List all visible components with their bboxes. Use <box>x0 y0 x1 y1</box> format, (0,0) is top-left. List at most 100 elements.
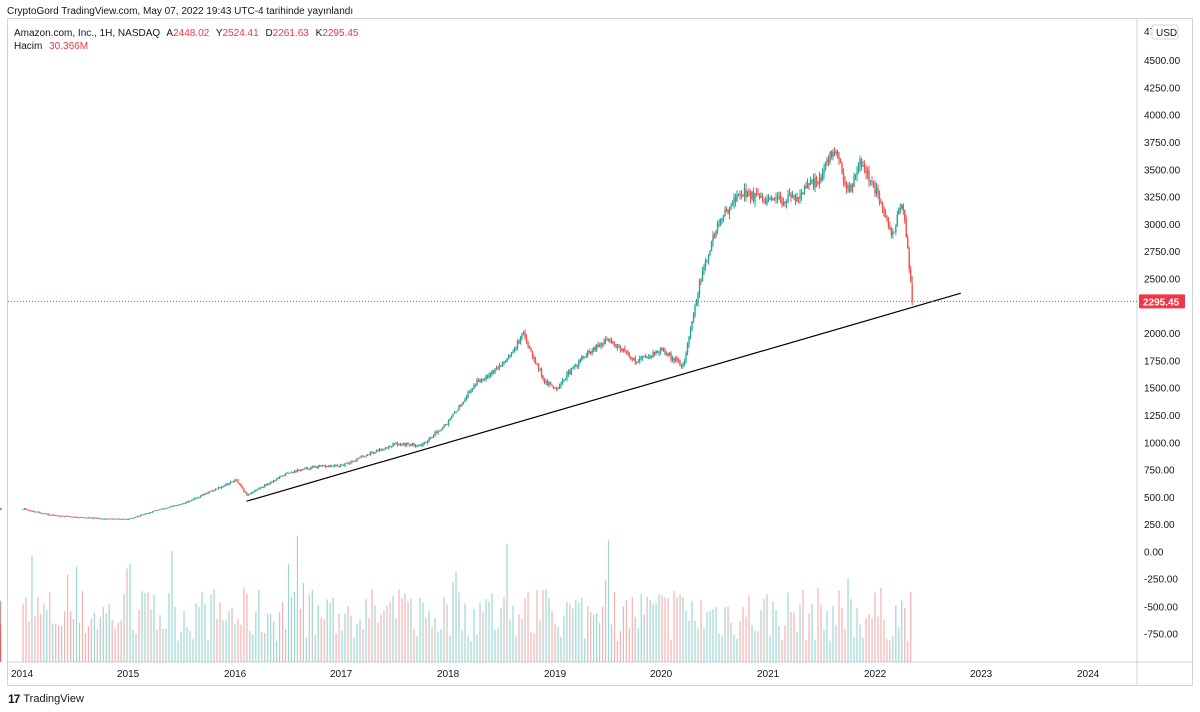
candle-body <box>812 179 815 188</box>
candle-body <box>190 499 193 502</box>
candle-body <box>40 512 42 514</box>
volume-bar <box>129 563 131 662</box>
volume-bar <box>329 602 331 662</box>
candle-body <box>778 195 780 197</box>
candle-body <box>589 352 592 354</box>
candle-body <box>333 464 336 466</box>
candle-body <box>503 361 505 363</box>
volume-bar <box>524 598 526 662</box>
candle-body <box>603 341 605 345</box>
candle-body <box>671 358 674 360</box>
candle-body <box>832 152 834 157</box>
volume-bar <box>769 635 771 662</box>
candle-body <box>601 343 604 345</box>
candle-body <box>770 197 773 201</box>
footer-brand-text: TradingView <box>23 693 84 705</box>
candle-body <box>799 195 801 199</box>
volume-bar <box>754 630 756 662</box>
candle-body <box>265 484 267 486</box>
candle-body <box>630 356 632 359</box>
footer-brand[interactable]: 17 TradingView <box>8 690 84 708</box>
candle-body <box>504 361 507 363</box>
volume-bar <box>365 599 367 662</box>
candle-body <box>438 430 441 432</box>
candle-body <box>468 392 471 393</box>
candle-body <box>689 329 692 337</box>
volume-bar <box>751 625 753 662</box>
candle-body <box>887 217 890 227</box>
candle-body <box>830 151 833 157</box>
volume-bar <box>838 590 840 662</box>
candle-body <box>178 504 181 506</box>
volume-bar <box>0 601 2 662</box>
candle-body <box>827 159 830 163</box>
candle-body <box>642 356 644 359</box>
candle-body <box>653 351 656 354</box>
candle-body <box>417 444 420 446</box>
volume-bar <box>880 588 882 662</box>
candle-body <box>378 448 381 452</box>
volume-bar <box>895 605 897 662</box>
candle-body <box>383 448 385 450</box>
candle-body <box>731 203 734 206</box>
candle-body <box>665 353 668 355</box>
candle-body <box>267 483 269 485</box>
candle-body <box>477 379 480 382</box>
volume-bar <box>539 620 541 662</box>
candle-body <box>497 367 499 369</box>
candle-body <box>175 505 178 507</box>
candle-body <box>627 351 629 354</box>
volume-bar <box>871 618 873 662</box>
candle-body <box>247 494 250 496</box>
candle-body <box>26 509 29 511</box>
candle-body <box>650 356 653 358</box>
candle-body <box>766 200 768 204</box>
volume-bar <box>790 611 792 662</box>
candle-body <box>886 215 888 218</box>
candle-body <box>289 472 291 474</box>
candle-body <box>530 348 532 352</box>
volume-bar <box>150 609 152 662</box>
currency-badge[interactable] <box>1151 24 1179 40</box>
candle-body <box>105 518 107 520</box>
legend-symbol: Amazon.com, Inc., 1H, NASDAQ <box>14 28 161 39</box>
candle-body <box>121 519 124 520</box>
candle-body <box>806 183 809 189</box>
volume-bar <box>344 613 346 662</box>
candle-body <box>432 436 435 438</box>
candle-body <box>57 515 60 517</box>
candle-body <box>551 384 553 387</box>
candle-body <box>354 460 357 462</box>
volume-bar <box>664 597 666 662</box>
chart-frame[interactable] <box>7 18 1193 686</box>
candle-body <box>561 380 564 385</box>
candle-body <box>495 368 498 370</box>
candle-body <box>162 508 164 510</box>
volume-bar <box>231 607 233 662</box>
volume-bar <box>886 639 888 662</box>
volume-bar <box>437 631 439 662</box>
volume-bar <box>706 611 708 662</box>
candle-body <box>310 467 312 470</box>
legend-low-label: D <box>265 28 273 39</box>
candle-body <box>35 511 38 513</box>
candle-body <box>673 358 675 362</box>
candle-body <box>548 382 550 386</box>
candle-body <box>330 465 333 467</box>
candle-body <box>446 424 448 426</box>
volume-bar <box>46 610 48 662</box>
candle-body <box>826 159 828 164</box>
candle-body <box>573 365 576 368</box>
volume-bar <box>542 590 544 662</box>
candle-body <box>189 501 191 502</box>
volume-bar <box>667 598 669 662</box>
candle-body <box>89 517 91 519</box>
candle-body <box>304 468 306 470</box>
volume-bar <box>81 591 84 662</box>
volume-bar <box>793 612 795 662</box>
volume-bar <box>509 619 511 662</box>
trendline[interactable] <box>246 292 961 502</box>
candle-body <box>557 387 559 389</box>
candle-body <box>566 374 568 379</box>
